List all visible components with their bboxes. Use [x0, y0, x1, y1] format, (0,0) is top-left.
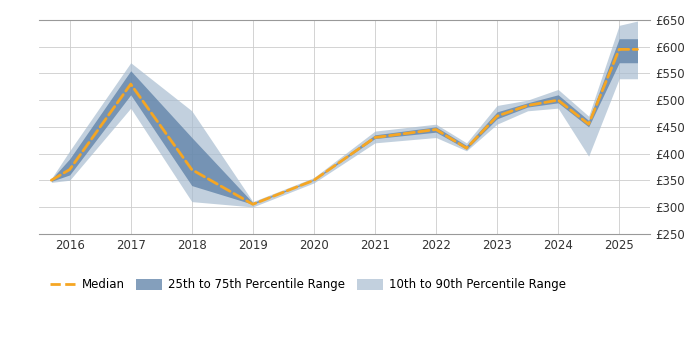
- Legend: Median, 25th to 75th Percentile Range, 10th to 90th Percentile Range: Median, 25th to 75th Percentile Range, 1…: [45, 274, 570, 296]
